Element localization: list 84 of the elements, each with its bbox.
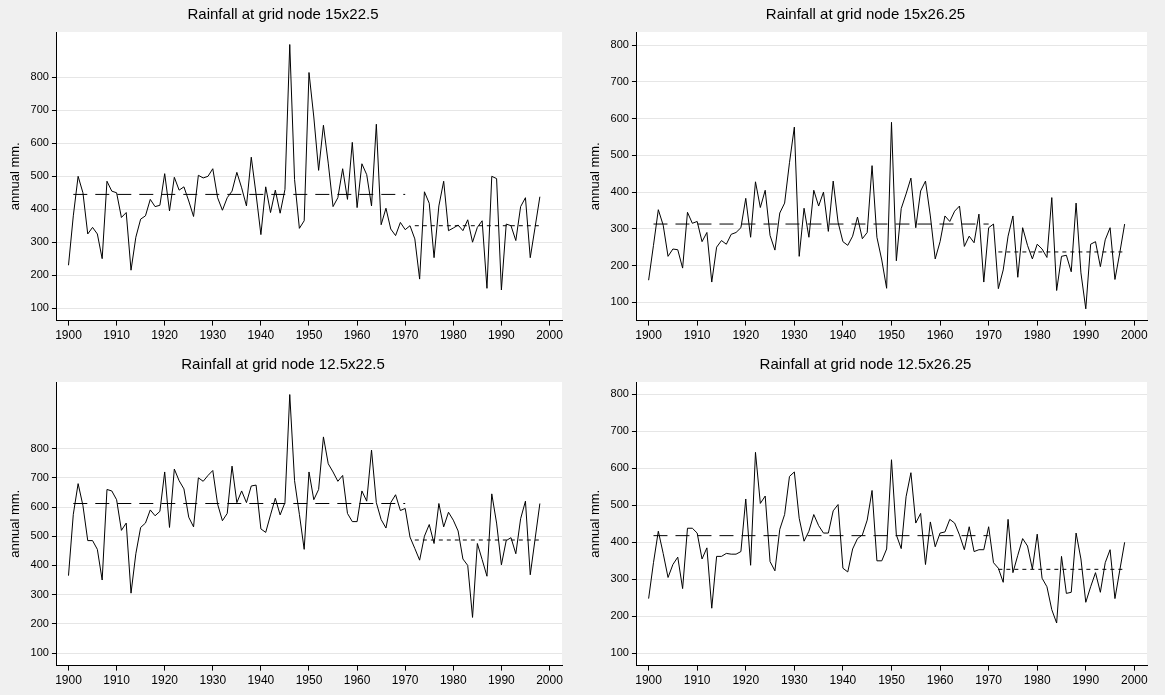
chart-title: Rainfall at grid node 15x26.25 [765, 5, 966, 23]
x-tick-label: 1900 [55, 328, 83, 343]
x-tick-label: 2000 [536, 328, 564, 343]
x-tick-label: 1900 [55, 673, 83, 688]
y-tick-label: 300 [610, 221, 629, 234]
x-tick-label: 1970 [975, 673, 1003, 688]
y-tick-label: 600 [610, 111, 629, 124]
y-tick-label: 100 [30, 646, 49, 659]
y-axis-title: annual mm. [7, 142, 23, 211]
y-tick-label: 300 [610, 572, 629, 585]
x-tick-label: 1910 [103, 328, 131, 343]
y-tick-label: 100 [610, 646, 629, 659]
x-tick-label: 1940 [247, 673, 275, 688]
x-tick-label: 1950 [295, 328, 323, 343]
y-tick-label: 700 [610, 74, 629, 87]
y-tick-label: 300 [30, 587, 49, 600]
y-tick-label: 500 [610, 498, 629, 511]
x-tick-label: 1960 [343, 673, 371, 688]
x-tick-label: 1970 [391, 673, 419, 688]
y-tick-label: 800 [30, 70, 49, 83]
y-tick-label: 500 [610, 148, 629, 161]
x-tick-label: 1930 [780, 328, 809, 343]
y-axis-title: annual mm. [7, 489, 23, 558]
x-tick-label: 1970 [975, 328, 1003, 343]
y-tick-label: 800 [610, 38, 629, 51]
y-axis-title: annual mm. [587, 142, 603, 211]
y-axis-title: annual mm. [587, 489, 603, 558]
x-tick-label: 1930 [199, 673, 227, 688]
x-tick-label: 1910 [103, 673, 131, 688]
x-tick-label: 1970 [391, 328, 419, 343]
y-tick-label: 200 [610, 609, 629, 622]
x-tick-label: 1950 [295, 673, 323, 688]
y-tick-label: 100 [610, 295, 629, 308]
y-tick-label: 600 [610, 461, 629, 474]
y-tick-label: 400 [30, 558, 49, 571]
x-tick-label: 1980 [1023, 328, 1051, 343]
chart-title: Rainfall at grid node 15x22.5 [187, 5, 379, 23]
x-tick-label: 1920 [151, 673, 179, 688]
x-tick-label: 1930 [199, 328, 227, 343]
x-tick-label: 1990 [1072, 328, 1100, 343]
chart-title: Rainfall at grid node 12.5x26.25 [759, 355, 972, 373]
y-tick-label: 100 [30, 301, 49, 314]
x-tick-label: 1940 [829, 673, 857, 688]
y-tick-label: 400 [30, 202, 49, 215]
x-tick-label: 1900 [635, 673, 663, 688]
x-tick-label: 1980 [1023, 673, 1051, 688]
x-tick-label: 1980 [439, 673, 467, 688]
y-tick-label: 200 [610, 258, 629, 271]
x-tick-label: 1920 [732, 673, 760, 688]
y-tick-label: 200 [30, 616, 49, 629]
x-tick-label: 1960 [343, 328, 371, 343]
x-tick-label: 1990 [488, 328, 516, 343]
y-tick-label: 300 [30, 235, 49, 248]
x-tick-label: 1900 [635, 328, 663, 343]
x-tick-label: 1940 [247, 328, 275, 343]
x-tick-label: 1920 [151, 328, 179, 343]
x-tick-label: 2000 [1121, 673, 1149, 688]
chart-title: Rainfall at grid node 12.5x22.5 [181, 355, 385, 373]
x-tick-label: 1980 [439, 328, 467, 343]
x-tick-label: 1950 [878, 328, 906, 343]
x-tick-label: 1910 [683, 328, 711, 343]
x-tick-label: 1930 [780, 673, 809, 688]
y-tick-label: 400 [610, 535, 629, 548]
x-tick-label: 1960 [926, 673, 954, 688]
x-tick-label: 1940 [829, 328, 857, 343]
y-tick-label: 400 [610, 185, 629, 198]
y-tick-label: 600 [30, 136, 49, 149]
x-tick-label: 1990 [488, 673, 516, 688]
x-tick-label: 1950 [878, 673, 906, 688]
y-tick-label: 700 [30, 470, 49, 483]
x-tick-label: 2000 [1121, 328, 1149, 343]
y-tick-label: 200 [30, 268, 49, 281]
y-tick-label: 800 [610, 387, 629, 400]
y-tick-label: 600 [30, 500, 49, 513]
y-tick-label: 500 [30, 529, 49, 542]
x-tick-label: 1990 [1072, 673, 1100, 688]
y-tick-label: 500 [30, 169, 49, 182]
y-tick-label: 700 [30, 103, 49, 116]
y-tick-label: 700 [610, 424, 629, 437]
y-tick-label: 800 [30, 441, 49, 454]
x-tick-label: 1920 [732, 328, 760, 343]
x-tick-label: 1960 [926, 328, 954, 343]
x-tick-label: 2000 [536, 673, 564, 688]
x-tick-label: 1910 [683, 673, 711, 688]
